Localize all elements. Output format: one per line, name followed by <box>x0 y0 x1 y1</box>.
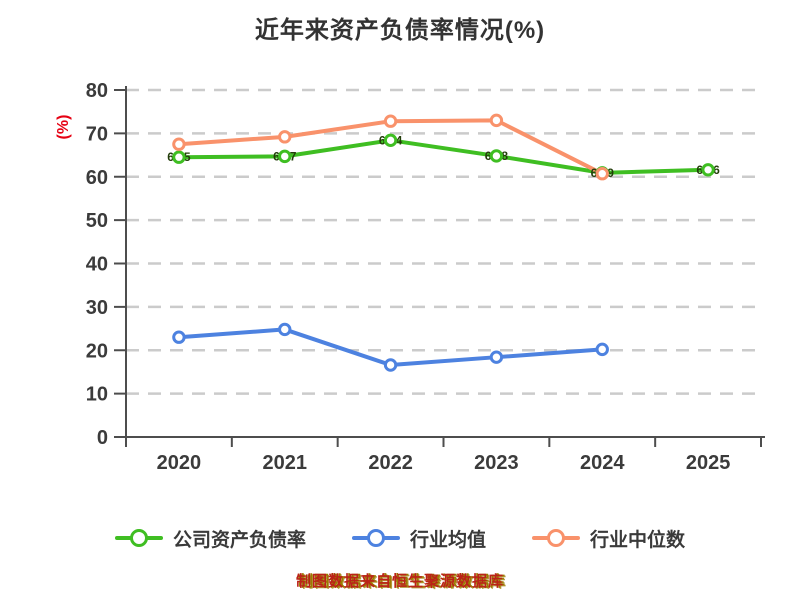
x-axis-tick-label: 2024 <box>580 452 625 474</box>
legend-marker-industry-median-icon <box>532 528 580 548</box>
y-axis-tick-label: 10 <box>86 384 108 406</box>
y-axis-tick-label: 40 <box>86 254 108 276</box>
legend-marker-company-ratio-icon <box>114 528 163 548</box>
x-axis-tick-label: 2023 <box>474 452 519 474</box>
series-line-company-ratio <box>176 138 711 175</box>
legend-item-company-ratio: 公司资产负债率 <box>114 525 306 552</box>
legend-item-industry-mean: 行业均值 <box>351 525 486 552</box>
x-axis-tick-label: 2025 <box>686 452 731 474</box>
legend-label-company-ratio: 公司资产负债率 <box>172 529 306 551</box>
chart-title: 近年来资产负债率情况(%) <box>254 17 546 44</box>
legend-label-industry-mean: 行业均值 <box>409 529 486 551</box>
data-point-industry-median <box>383 114 398 128</box>
legend-label-industry-median: 行业中位数 <box>590 529 686 551</box>
source-caption: 制图数据来自恒生聚源数据库 <box>295 573 504 590</box>
data-point-company-ratio <box>489 149 504 163</box>
legend: 公司资产负债率 行业均值 行业中位数 <box>0 520 800 556</box>
x-axis-tick-label: 2020 <box>157 452 202 474</box>
data-point-company-ratio <box>278 149 292 164</box>
x-axis-tick-label: 2021 <box>263 452 308 474</box>
y-axis-tick-label: 60 <box>86 167 108 189</box>
data-point-company-ratio <box>172 150 186 164</box>
x-axis-tick-label: 2022 <box>368 452 413 474</box>
legend-marker-industry-mean-icon <box>351 528 400 548</box>
data-point-industry-median <box>489 113 504 128</box>
data-point-industry-mean <box>595 342 609 357</box>
data-point-industry-mean <box>489 350 504 364</box>
data-point-industry-median <box>172 137 186 151</box>
y-axis-tick-label: 50 <box>86 210 108 232</box>
y-axis-tick-label: 0 <box>97 427 108 449</box>
data-point-company-ratio <box>383 133 398 148</box>
y-axis-tick-label: 70 <box>86 123 108 145</box>
y-axis-tick-label: 20 <box>86 340 108 362</box>
data-point-industry-median <box>278 130 292 144</box>
data-point-industry-median <box>595 167 609 181</box>
legend-item-industry-median: 行业中位数 <box>532 525 685 552</box>
y-axis-tick-label: 30 <box>86 297 108 319</box>
y-axis-tick-label: 80 <box>86 80 108 102</box>
data-point-company-ratio <box>701 163 715 177</box>
data-point-industry-mean <box>278 322 292 337</box>
data-point-industry-mean <box>383 358 398 372</box>
data-point-industry-mean <box>172 330 186 344</box>
